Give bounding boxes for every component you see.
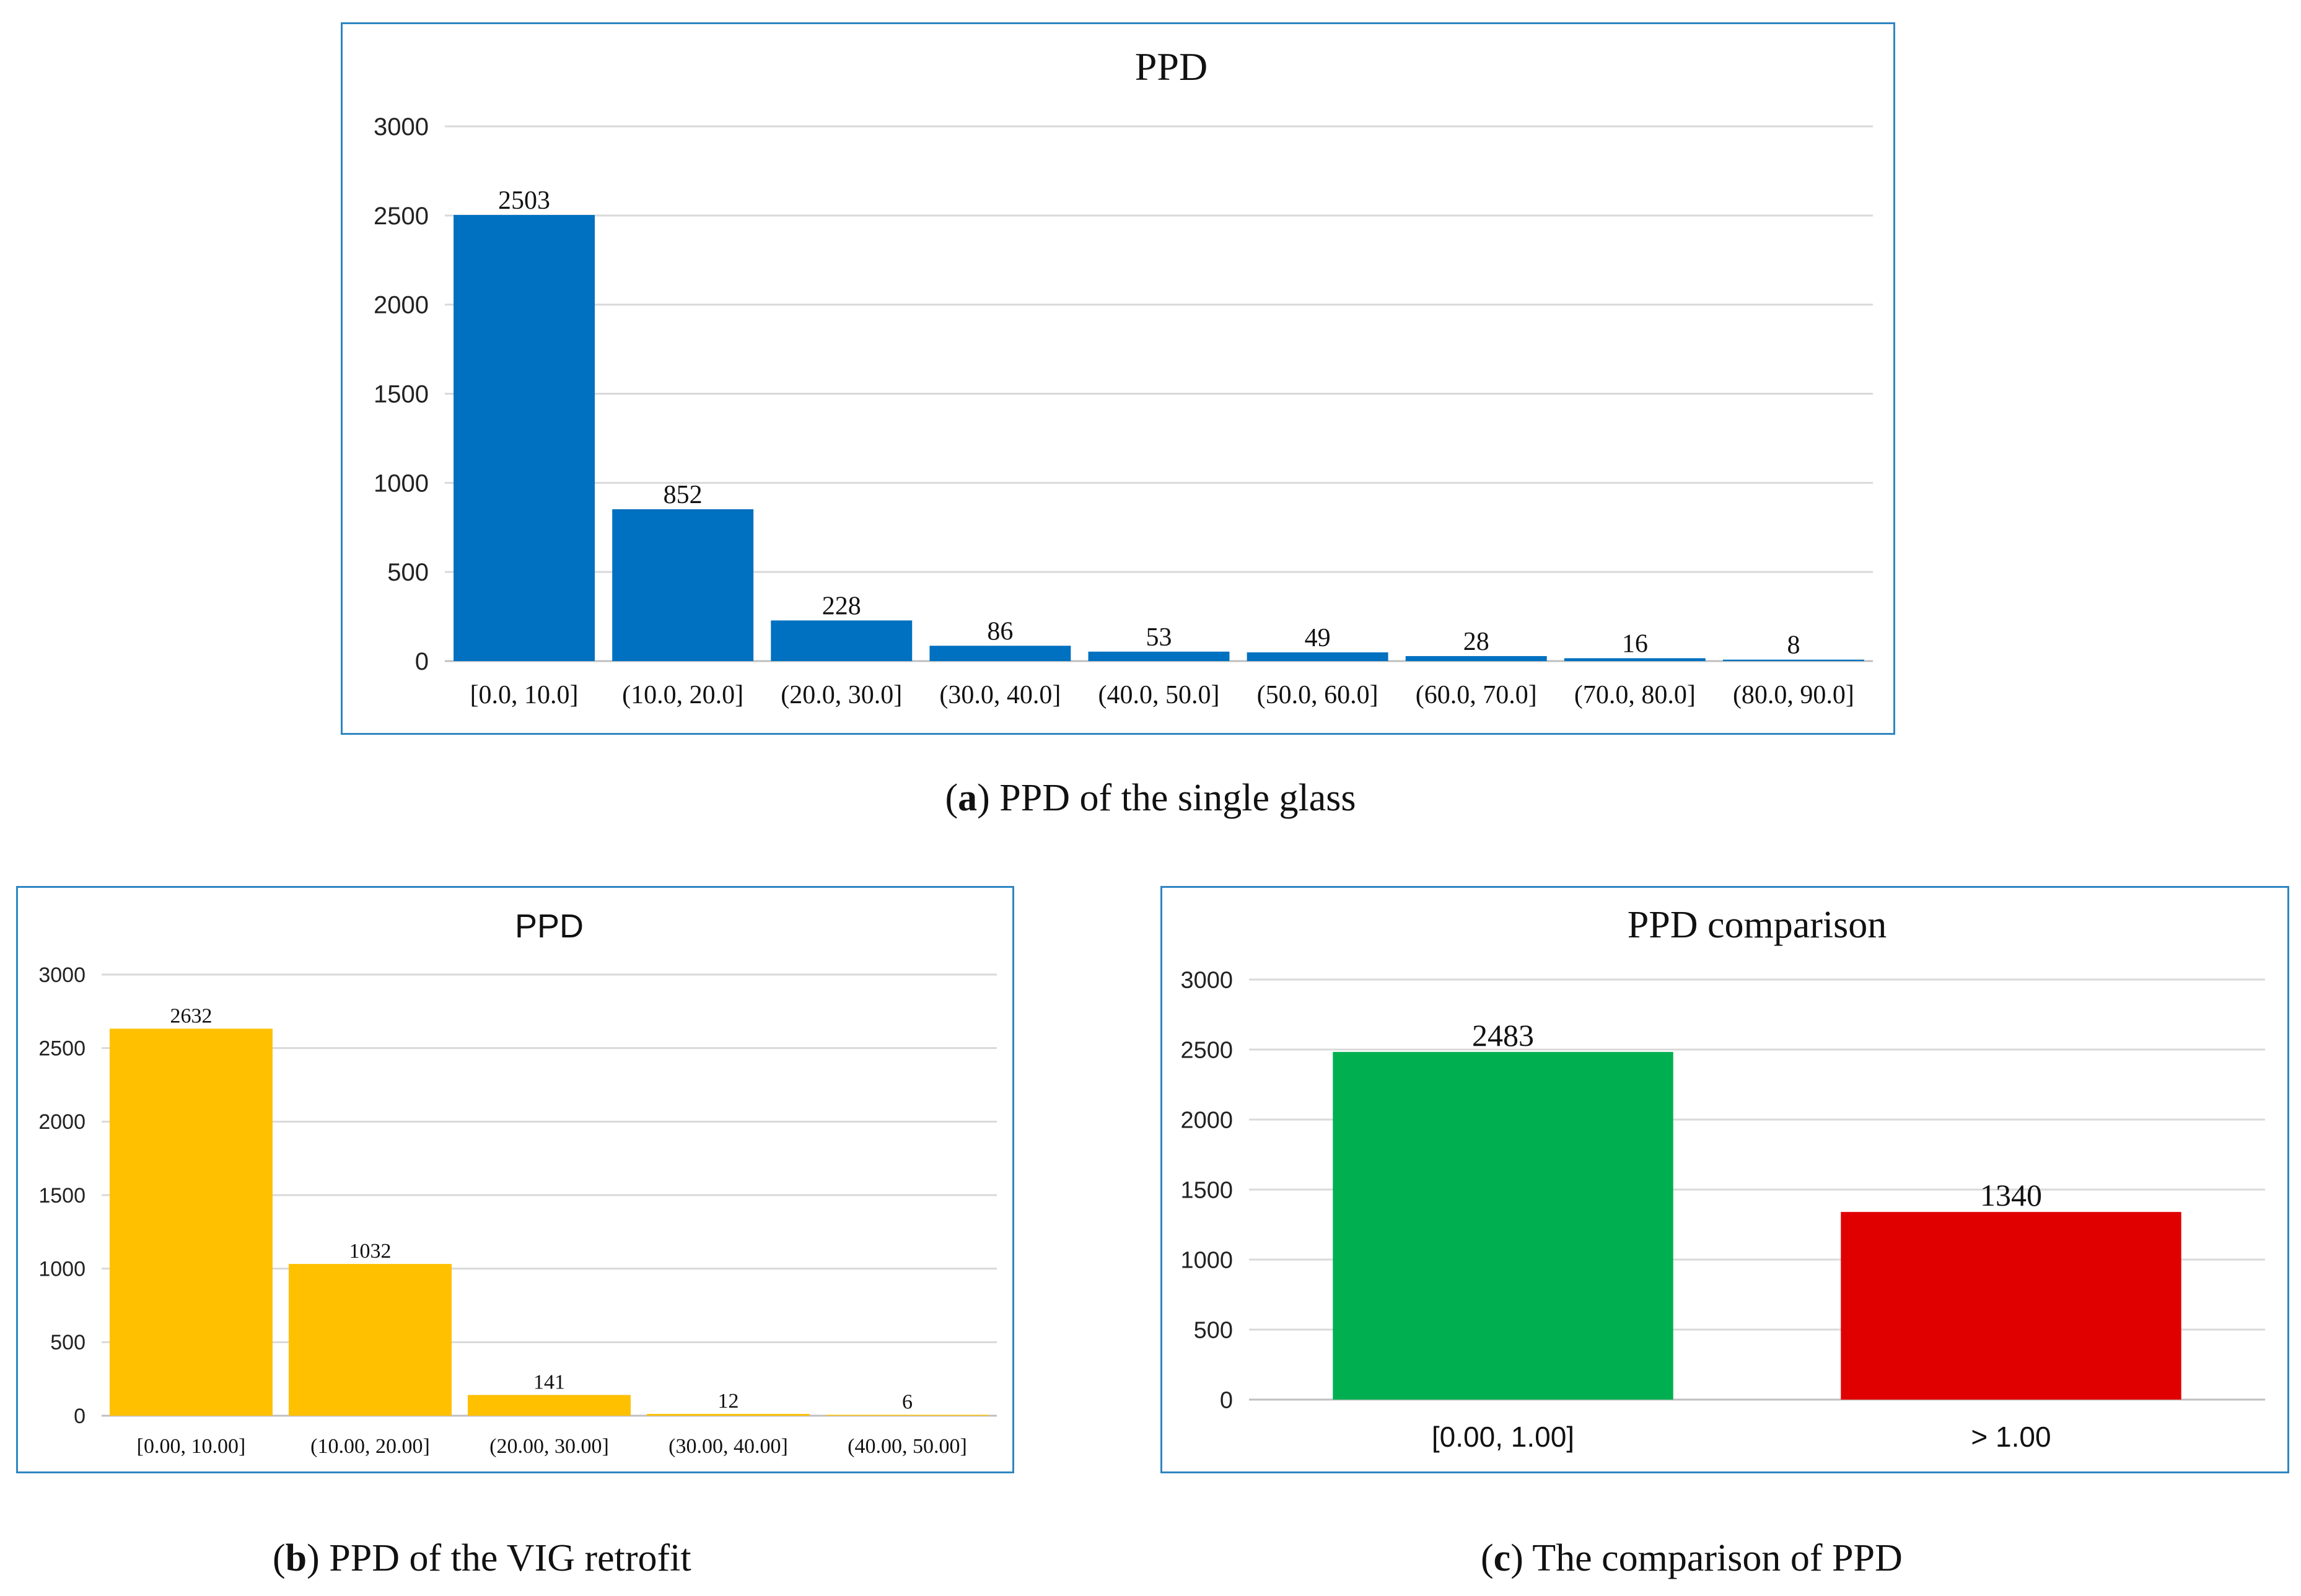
- data-label: 86: [987, 617, 1013, 646]
- x-tick-label: (30.0, 40.0]: [939, 681, 1061, 709]
- x-tick-label: (40.00, 50.00]: [848, 1435, 967, 1458]
- data-label: 16: [1622, 629, 1648, 658]
- data-label: 8: [1787, 631, 1800, 660]
- x-tick-label: (10.0, 20.0]: [622, 681, 743, 709]
- y-tick-label: 3000: [374, 113, 429, 141]
- caption-letter: b: [285, 1537, 307, 1579]
- data-label: 2483: [1472, 1018, 1534, 1053]
- y-tick-label: 0: [415, 648, 429, 675]
- y-tick-label: 1500: [1180, 1177, 1233, 1203]
- chart-panel-single-glass: PPD 0 500 1000 1500 2000 2500 3000 2503 [0.0, 10.…: [341, 22, 1895, 735]
- y-tick-label: 0: [74, 1405, 85, 1428]
- bar: [289, 1264, 452, 1416]
- caption-single-glass: (a) PPD of the single glass: [945, 777, 1356, 819]
- x-tick-label: [0.0, 10.0]: [470, 681, 579, 709]
- data-label: 1032: [349, 1240, 392, 1263]
- y-tick-label: 2000: [38, 1110, 85, 1134]
- bar: [1722, 659, 1864, 661]
- caption-text: PPD of the single glass: [989, 777, 1356, 819]
- x-tick-label: (20.00, 30.00]: [489, 1435, 609, 1458]
- y-tick-label: 2500: [38, 1037, 85, 1061]
- y-tick-label: 2500: [374, 203, 429, 230]
- y-tick-label: 500: [387, 559, 429, 586]
- data-label: 53: [1146, 623, 1172, 652]
- y-tick-label: 3000: [38, 963, 85, 987]
- y-tick-label: 3000: [1180, 967, 1233, 993]
- x-tick-label: (80.0, 90.0]: [1733, 681, 1854, 709]
- caption-letter: a: [958, 777, 978, 819]
- chart-panel-vig-retrofit: PPD 0 500 1000 1500 2000 2500 3000 2632 [0.00, 10…: [16, 886, 1014, 1473]
- bar: [612, 509, 754, 661]
- x-tick-label: (30.00, 40.00]: [668, 1435, 788, 1458]
- y-tick-label: 2000: [374, 292, 429, 319]
- caption-text: PPD of the VIG retrofit: [319, 1537, 691, 1579]
- y-tick-label: 1000: [38, 1258, 85, 1281]
- x-tick-label: (50.0, 60.0]: [1257, 681, 1378, 709]
- y-tick-label: 500: [1194, 1317, 1233, 1343]
- bar: [929, 646, 1071, 661]
- x-tick-label: [0.00, 10.00]: [137, 1435, 246, 1458]
- caption-vig-retrofit: (b) PPD of the VIG retrofit: [273, 1537, 691, 1579]
- y-tick-label: 1500: [374, 381, 429, 408]
- chart-panel-comparison: PPD comparison 0 500 1000 1500 2000 2500 3000 24…: [1160, 886, 2289, 1473]
- bar: [771, 620, 913, 661]
- chart-title: PPD comparison: [1628, 904, 1887, 946]
- x-tick-label: (10.00, 20.00]: [310, 1435, 430, 1458]
- bar: [647, 1414, 810, 1416]
- x-tick-label: (20.0, 30.0]: [781, 681, 902, 709]
- bar: [1333, 1051, 1673, 1400]
- x-tick-label: [0.00, 1.00]: [1432, 1421, 1574, 1453]
- y-tick-label: 1000: [374, 470, 429, 497]
- y-tick-label: 2500: [1180, 1037, 1233, 1063]
- bar: [110, 1028, 273, 1416]
- bar: [1405, 656, 1547, 661]
- data-label: 2503: [498, 186, 550, 215]
- data-label: 852: [664, 481, 703, 509]
- y-tick-label: 1000: [1180, 1247, 1233, 1273]
- data-label: 228: [822, 592, 861, 620]
- chart-vig-retrofit-svg: PPD 0 500 1000 1500 2000 2500 3000 2632 [0.00, 10…: [38, 908, 997, 1458]
- bar: [1088, 651, 1230, 661]
- chart-title: PPD: [1135, 45, 1207, 89]
- bar: [1841, 1212, 2181, 1400]
- chart-single-glass-svg: PPD 0 500 1000 1500 2000 2500 3000 2503 [0.0, 10.…: [374, 45, 1873, 709]
- data-label: 2632: [170, 1004, 213, 1027]
- caption-comparison: (c) The comparison of PPD: [1481, 1537, 1903, 1579]
- bar: [826, 1414, 989, 1416]
- bar: [1247, 652, 1388, 661]
- data-label: 6: [902, 1391, 913, 1414]
- chart-title: PPD: [515, 908, 584, 945]
- x-tick-label: (60.0, 70.0]: [1416, 681, 1537, 709]
- y-tick-label: 1500: [38, 1184, 85, 1208]
- chart-comparison-svg: PPD comparison 0 500 1000 1500 2000 2500 3000 24…: [1180, 904, 2265, 1453]
- bar: [1564, 658, 1706, 661]
- bar: [468, 1395, 631, 1416]
- x-tick-label: > 1.00: [1971, 1421, 2051, 1453]
- caption-text: The comparison of PPD: [1523, 1537, 1903, 1579]
- data-label: 141: [533, 1371, 565, 1394]
- y-tick-label: 500: [50, 1331, 85, 1354]
- bar: [454, 214, 595, 661]
- data-label: 28: [1463, 628, 1489, 656]
- data-label: 1340: [1980, 1178, 2042, 1212]
- y-tick-label: 0: [1220, 1387, 1233, 1413]
- y-tick-label: 2000: [1180, 1107, 1233, 1133]
- x-tick-label: (70.0, 80.0]: [1574, 681, 1696, 709]
- data-label: 49: [1305, 624, 1331, 652]
- caption-letter: c: [1493, 1537, 1511, 1579]
- data-label: 12: [718, 1390, 739, 1413]
- x-tick-label: (40.0, 50.0]: [1098, 681, 1220, 709]
